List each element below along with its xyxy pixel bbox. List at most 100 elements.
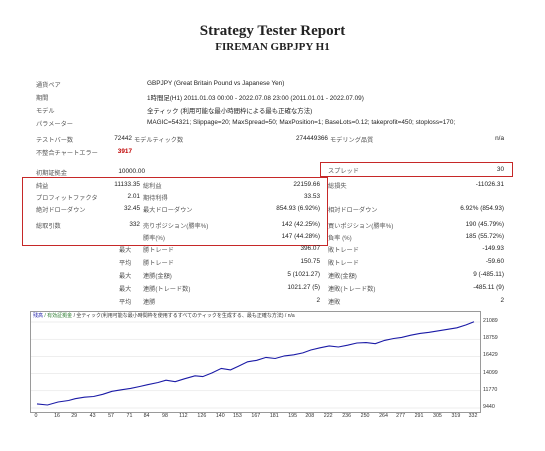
legend-rest: / 全ティック(利用可能な最小時間枠を使用するすべてのティックを生成する、最も正… xyxy=(73,313,295,319)
x-tick-label-19: 264 xyxy=(379,413,388,419)
max-cons-losses-label: 連敗(金額) xyxy=(328,273,357,280)
x-tick-label-21: 291 xyxy=(414,413,424,419)
avg-win-value: 150.75 xyxy=(300,258,320,265)
gross-profit-label: 総利益 xyxy=(143,183,162,190)
net-value: 11133.35 xyxy=(114,181,140,188)
long-label: 買いポジション(勝率%) xyxy=(328,223,394,230)
average-prefix-2: 平均 xyxy=(119,299,132,306)
max-dd-value: 854.93 (6.92%) xyxy=(276,205,320,212)
balance-chart xyxy=(30,311,481,413)
report-subtitle: FIREMAN GBPJPY H1 xyxy=(215,41,330,53)
pf-value: 2.01 xyxy=(127,193,140,200)
largest-prefix-2: 最大 xyxy=(119,273,132,280)
period-value: 1時間足(H1) 2011.01.03 00:00 - 2022.07.08 2… xyxy=(147,95,364,102)
x-tick-label-24: 332 xyxy=(468,413,478,419)
x-tick-label-7: 98 xyxy=(162,413,168,419)
pf-label: プロフィットファクタ xyxy=(36,195,98,202)
x-tick-label-6: 84 xyxy=(143,413,150,419)
average-prefix-1: 平均 xyxy=(119,260,132,267)
x-tick-label-14: 195 xyxy=(288,413,298,419)
x-tick-label-13: 181 xyxy=(269,413,279,419)
y-tick-label-2: 14099 xyxy=(483,369,498,376)
spread-value: 30 xyxy=(496,166,504,173)
avg-win-label: 勝トレード xyxy=(143,260,174,267)
symbol-label: 通貨ペア xyxy=(36,82,61,89)
symbol-value: GBPJPY (Great Britain Pound vs Japanese … xyxy=(147,80,285,87)
payoff-label: 期待利得 xyxy=(143,195,168,202)
loss-label: 負率 (%) xyxy=(328,235,352,242)
period-label: 期間 xyxy=(36,95,49,102)
mismatch-value: 3917 xyxy=(117,148,132,155)
max-cons-wins-label: 連勝(金額) xyxy=(143,273,172,280)
abs-dd-label: 絶対ドローダウン xyxy=(36,207,86,214)
legend-balance: 残高 xyxy=(33,313,44,319)
avg-cons-wins-label: 連勝 xyxy=(143,299,156,306)
max-cons-wins-value: 5 (1021.27) xyxy=(287,271,320,278)
results-highlight-box xyxy=(22,177,328,246)
x-tick-label-5: 71 xyxy=(126,413,133,419)
quality-value: n/a xyxy=(495,135,504,142)
net-label: 純益 xyxy=(36,183,49,190)
x-tick-label-9: 126 xyxy=(197,413,207,419)
y-tick-label-0: 9440 xyxy=(483,404,495,410)
x-tick-label-22: 305 xyxy=(433,413,442,419)
x-tick-label-1: 16 xyxy=(54,413,60,419)
x-tick-label-15: 208 xyxy=(305,413,315,419)
x-tick-label-10: 140 xyxy=(215,413,225,419)
x-tick-label-2: 29 xyxy=(71,413,78,419)
avg-cons-wins-value: 2 xyxy=(316,297,320,304)
model-label: モデル xyxy=(36,108,55,115)
long-value: 190 (45.79%) xyxy=(465,221,504,228)
max-cons-profit-label: 連勝(トレード数) xyxy=(143,286,191,293)
x-tick-label-0: 0 xyxy=(34,413,38,419)
x-tick-label-23: 319 xyxy=(451,413,461,419)
largest-prefix-3: 最大 xyxy=(119,286,132,293)
gross-profit-value: 22159.66 xyxy=(293,181,320,188)
max-dd-label: 最大ドローダウン xyxy=(143,207,193,214)
loss-value: 185 (55.72%) xyxy=(465,233,504,240)
x-tick-label-11: 153 xyxy=(232,413,242,419)
largest-win-value: 396.07 xyxy=(300,245,320,252)
spread-highlight-box xyxy=(320,162,513,177)
largest-win-label: 勝トレード xyxy=(143,247,174,254)
largest-prefix-1: 最大 xyxy=(119,247,132,254)
balance-chart-svg xyxy=(31,321,480,409)
max-cons-loss-value: -485.11 (9) xyxy=(473,284,504,291)
deposit-label: 初期証拠金 xyxy=(36,170,67,177)
rel-dd-label: 相対ドローダウン xyxy=(328,207,378,214)
avg-cons-losses-value: 2 xyxy=(500,297,504,304)
params-value: MAGIC=54321; Slippage=20; MaxSpread=50; … xyxy=(147,119,456,126)
gross-loss-value: -11026.31 xyxy=(475,181,504,188)
x-tick-label-3: 43 xyxy=(89,413,96,419)
win-value: 147 (44.28%) xyxy=(281,233,320,240)
payoff-value: 33.53 xyxy=(304,193,320,200)
avg-loss-value: -59.60 xyxy=(485,258,504,265)
max-cons-profit-value: 1021.27 (5) xyxy=(287,284,320,291)
win-label: 勝率(%) xyxy=(143,235,165,242)
legend-equity: / 有効証拠金 xyxy=(44,313,73,319)
short-label: 売りポジション(勝率%) xyxy=(143,223,209,230)
bars-value: 72442 xyxy=(114,135,132,142)
max-cons-losses-value: 9 (-485.11) xyxy=(473,271,504,278)
largest-loss-label: 敗トレード xyxy=(328,247,359,254)
series-line-0 xyxy=(36,321,475,406)
y-tick-label-3: 16429 xyxy=(483,352,498,359)
y-tick-label-5: 21089 xyxy=(483,318,498,324)
model-value: 全ティック (利用可能な最小時間枠による最も正確な方法) xyxy=(147,108,313,115)
x-tick-label-12: 167 xyxy=(251,413,261,419)
chart-legend: 残高 / 有効証拠金 / 全ティック(利用可能な最小時間枠を使用するすべてのティ… xyxy=(33,312,295,319)
quality-label: モデリング品質 xyxy=(330,137,374,144)
avg-cons-losses-label: 連敗 xyxy=(328,299,341,306)
params-label: パラメーター xyxy=(36,121,73,128)
y-tick-label-4: 18759 xyxy=(483,335,498,342)
x-tick-label-17: 236 xyxy=(342,413,352,419)
rel-dd-value: 6.92% (854.93) xyxy=(460,205,504,212)
avg-loss-label: 敗トレード xyxy=(328,260,359,267)
x-tick-label-20: 277 xyxy=(396,413,406,419)
bars-label: テストバー数 xyxy=(36,137,74,144)
total-trades-value: 332 xyxy=(129,221,140,228)
short-value: 142 (42.25%) xyxy=(281,221,320,228)
x-tick-label-4: 57 xyxy=(108,413,114,419)
deposit-value: 10000.00 xyxy=(118,168,145,175)
y-tick-label-1: 11770 xyxy=(483,386,498,393)
